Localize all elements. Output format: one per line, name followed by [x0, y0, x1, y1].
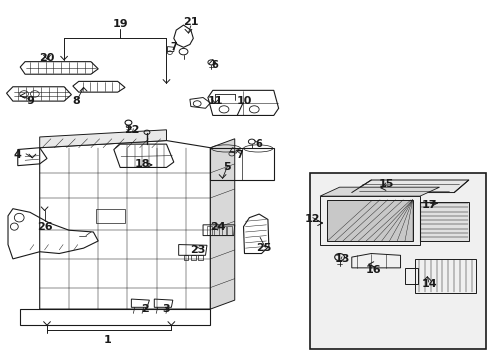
Polygon shape — [40, 130, 166, 148]
Text: 3: 3 — [163, 304, 170, 314]
Polygon shape — [320, 187, 439, 196]
Text: 8: 8 — [72, 96, 80, 106]
Bar — [190, 255, 195, 260]
Polygon shape — [351, 180, 468, 193]
Text: 19: 19 — [112, 19, 128, 29]
Text: 2: 2 — [141, 304, 148, 314]
Text: 14: 14 — [421, 279, 437, 289]
Text: 6: 6 — [211, 60, 218, 70]
Bar — [214, 226, 219, 234]
Text: 10: 10 — [236, 96, 252, 106]
Bar — [310, 173, 485, 348]
Text: 18: 18 — [134, 159, 149, 169]
Text: 4: 4 — [14, 150, 21, 160]
Bar — [96, 209, 125, 223]
Text: 17: 17 — [421, 200, 437, 210]
Text: 13: 13 — [334, 254, 349, 264]
Text: 7: 7 — [236, 150, 243, 160]
Text: 21: 21 — [183, 17, 198, 27]
Polygon shape — [327, 200, 412, 241]
Bar — [183, 255, 188, 260]
Text: 22: 22 — [124, 125, 140, 135]
Text: 9: 9 — [26, 96, 34, 106]
Text: 26: 26 — [37, 222, 52, 231]
Bar — [206, 226, 211, 234]
Text: 5: 5 — [223, 162, 231, 172]
Text: 20: 20 — [39, 53, 55, 63]
Text: 23: 23 — [190, 245, 205, 255]
Text: 6: 6 — [255, 139, 262, 149]
Text: 11: 11 — [207, 96, 223, 106]
Bar — [227, 226, 232, 234]
Text: 1: 1 — [104, 334, 112, 345]
Text: 25: 25 — [256, 243, 271, 253]
Text: 12: 12 — [305, 215, 320, 224]
Text: 15: 15 — [377, 179, 393, 189]
Polygon shape — [419, 202, 468, 241]
Text: 7: 7 — [170, 42, 177, 52]
Bar — [221, 226, 226, 234]
Text: 24: 24 — [209, 222, 225, 231]
Polygon shape — [210, 139, 234, 309]
Bar — [198, 255, 203, 260]
Text: 16: 16 — [365, 265, 381, 275]
